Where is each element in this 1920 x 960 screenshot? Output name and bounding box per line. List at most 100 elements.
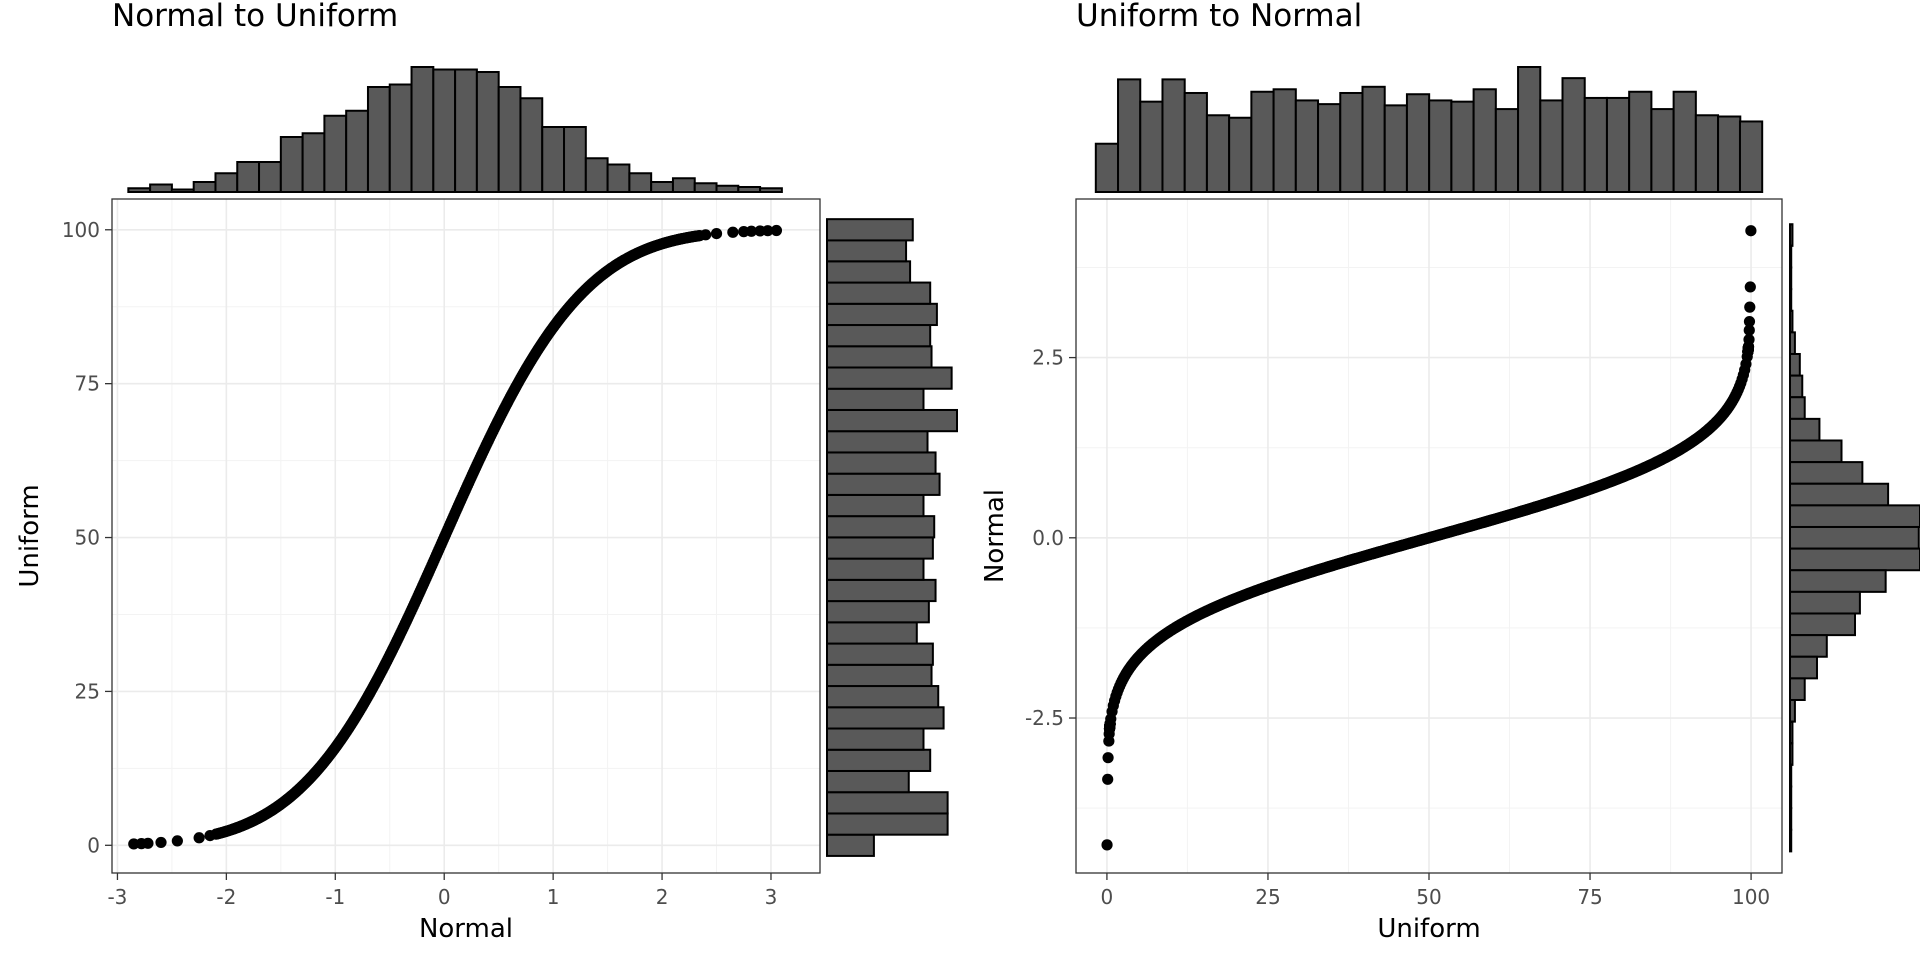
right-hist-bar [826,663,933,688]
right-hist-bar [1789,439,1843,464]
x-tick-label: 1 [547,885,560,909]
top-hist-bar [693,182,718,193]
top-hist-bar [584,157,609,193]
top-hist-bar [497,86,522,193]
x-tick-label: -2 [216,885,236,909]
right-hist-bar [1789,309,1794,334]
data-point [1744,301,1756,313]
plot-panel [112,199,820,873]
right-hist-bar [826,621,918,645]
data-point [1102,752,1114,764]
right-hist-bar [826,493,925,518]
right-hist-bar [826,408,958,433]
right-hist-bar [1789,244,1793,269]
x-tick-label: 75 [1577,885,1602,909]
top-hist-bar [279,136,304,193]
top-hist-bar [1339,91,1364,193]
right-hist-bar [826,791,949,815]
top-hist-bar [410,66,435,193]
x-tick-label: 2 [656,885,669,909]
scatter-points [128,224,783,850]
top-hist-bar [192,181,217,193]
right-hist-bar [1789,461,1864,485]
data-point [1743,333,1755,346]
right-hist-bar [1789,504,1920,528]
top-hist-bar [1361,85,1386,193]
top-hist-bar [149,183,173,193]
x-tick-label: -3 [107,885,127,909]
right-hist-bar [826,239,908,263]
x-axis-title: Normal [419,914,513,944]
top-hist-bar [671,177,696,193]
right-hist-bar [1789,331,1796,355]
top-hist-bar [628,172,653,193]
y-tick-label: 100 [62,218,100,242]
y-tick-label: 0 [87,833,100,857]
top-hist-bar [1383,104,1408,193]
panel-border [111,198,821,874]
right-hist-bar [1789,655,1818,680]
x-tick-label: 0 [1101,885,1114,909]
data-point [1743,315,1756,328]
y-tick-label: 25 [75,679,100,703]
data-point [1104,718,1116,730]
right-hist-bar [826,578,937,603]
y-axis-title: Normal [980,489,1010,583]
right-hist-bar [826,515,936,539]
right-histogram [1789,223,1920,853]
right-hist-bar [1789,482,1890,507]
chart-title: Normal to Uniform [112,0,398,34]
top-hist-bar [1717,115,1742,193]
data-point [193,832,205,844]
top-hist-bar [1605,96,1631,193]
top-hist-bar [715,184,740,193]
right-hist-bar [1789,612,1856,637]
right-hist-bar [1789,374,1804,399]
right-hist-bar [826,366,953,390]
top-hist-bar [258,161,282,193]
right-hist-bar [1789,288,1793,312]
data-point [700,229,712,241]
top-hist-bar [345,109,369,193]
top-hist-bar [606,163,631,193]
data-point [710,227,723,240]
top-hist-bar [1183,91,1208,193]
top-hist-bar [170,188,195,193]
right-hist-bar [1789,807,1793,831]
data-point [204,829,216,842]
right-hist-bar [1789,763,1793,788]
data-point [1745,225,1757,237]
chart-1: Uniform to Normal 0 25 50 75 100 -2.5 0.0 2.5 Uni… [980,0,1920,944]
x-tick-label: 100 [1732,885,1770,909]
data-point [745,225,757,237]
y-tick-label: -2.5 [1025,706,1064,730]
top-hist-bar [541,126,566,193]
right-hist-bar [1789,677,1806,701]
top-hist-bar [1583,96,1608,193]
data-point [770,224,783,237]
top-hist-bar [301,132,326,193]
data-point [155,836,167,849]
right-hist-bar [826,260,912,284]
top-histogram [1094,66,1764,193]
right-hist-bar [826,706,945,730]
chart-0: Normal to Uniform -3 -2 -1 0 1 2 3 0 25 50 75 100 Nor… [15,0,958,944]
right-hist-bar [826,685,940,709]
top-hist-bar [214,172,239,193]
right-hist-bar [1789,634,1828,658]
data-point [171,835,183,847]
right-hist-bar [826,812,949,836]
top-hist-bar [650,181,674,193]
top-hist-bar [1450,100,1475,193]
right-hist-bar [826,472,941,496]
top-hist-bar [1472,88,1497,193]
top-hist-bar [432,68,457,193]
top-histogram [127,66,783,193]
right-hist-bar [1789,569,1887,593]
data-point [1101,839,1113,851]
top-hist-bar [737,186,762,193]
data-point [1744,281,1756,293]
x-tick-label: 25 [1255,885,1280,909]
y-axis-title: Uniform [15,484,45,587]
data-point [762,225,774,237]
